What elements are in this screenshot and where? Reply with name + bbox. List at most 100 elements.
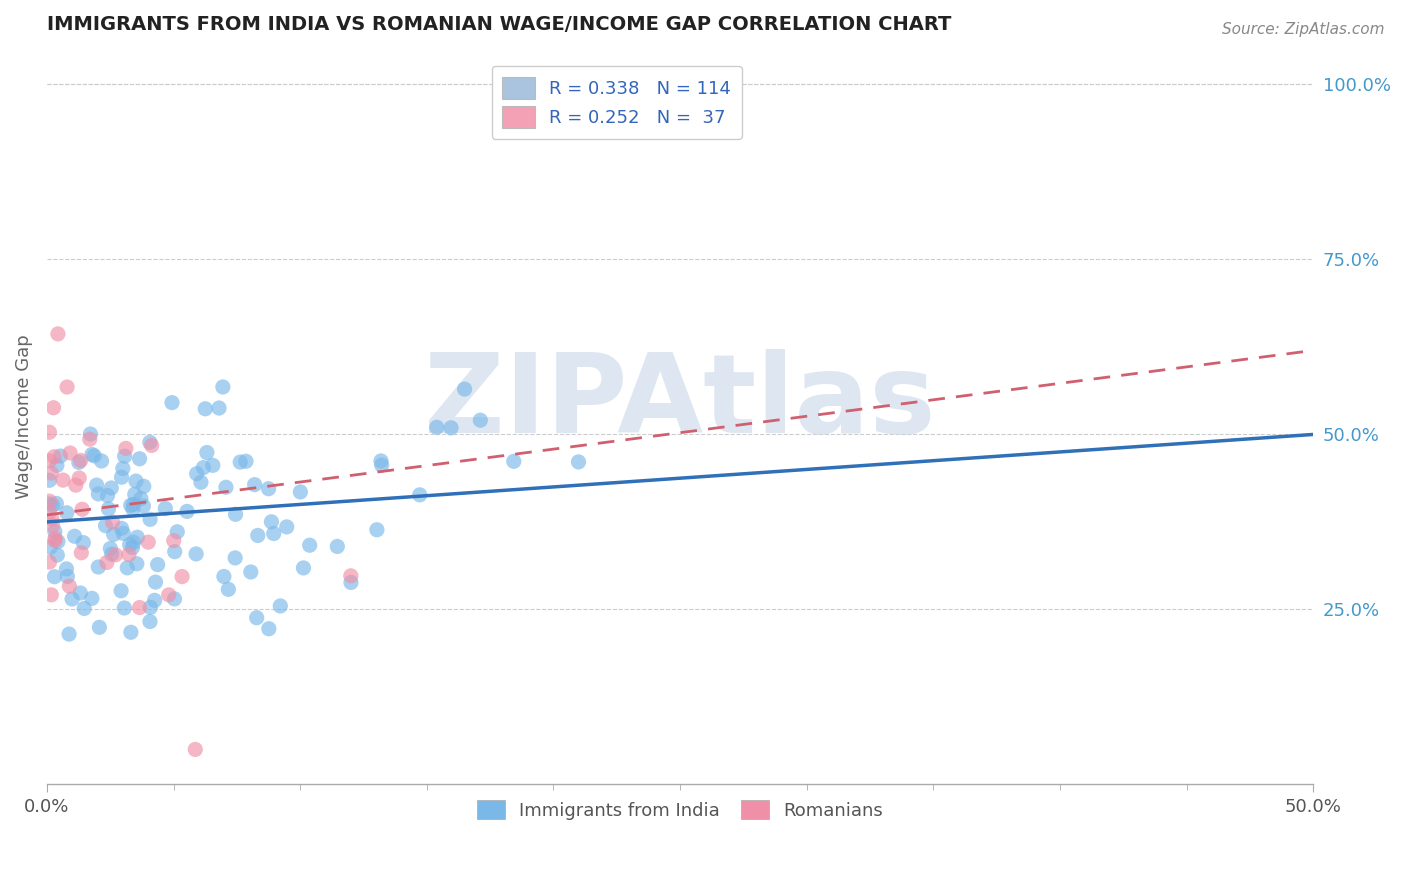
Point — [115, 442, 138, 456]
Point — [41, 518, 63, 533]
Point — [195, 445, 218, 459]
Point — [186, 467, 208, 481]
Point — [132, 499, 155, 513]
Point — [38, 497, 60, 511]
Point — [79, 432, 101, 446]
Point — [72, 535, 94, 549]
Point — [69, 453, 91, 467]
Point — [39, 588, 62, 602]
Point — [246, 528, 269, 542]
Point — [239, 565, 262, 579]
Point — [103, 527, 125, 541]
Point — [87, 560, 110, 574]
Point — [89, 620, 111, 634]
Point — [235, 454, 257, 468]
Text: IMMIGRANTS FROM INDIA VS ROMANIAN WAGE/INCOME GAP CORRELATION CHART: IMMIGRANTS FROM INDIA VS ROMANIAN WAGE/I… — [46, 15, 952, 34]
Point — [370, 458, 392, 472]
Point — [38, 454, 60, 468]
Point — [67, 455, 90, 469]
Point — [70, 546, 93, 560]
Point — [246, 611, 269, 625]
Point — [38, 425, 60, 440]
Point — [212, 569, 235, 583]
Point — [190, 475, 212, 490]
Point — [97, 502, 120, 516]
Point — [290, 485, 312, 500]
Point — [155, 501, 177, 516]
Point — [127, 530, 149, 544]
Point — [201, 458, 224, 473]
Point — [122, 502, 145, 516]
Point — [98, 541, 121, 556]
Point — [73, 601, 96, 615]
Point — [58, 579, 80, 593]
Point — [146, 558, 169, 572]
Point — [79, 427, 101, 442]
Point — [56, 380, 79, 394]
Y-axis label: Wage/Income Gap: Wage/Income Gap — [15, 334, 32, 500]
Point — [163, 544, 186, 558]
Point — [263, 526, 285, 541]
Point — [39, 466, 62, 480]
Point — [44, 450, 66, 464]
Point — [65, 478, 87, 492]
Point — [276, 520, 298, 534]
Point — [41, 498, 63, 512]
Point — [163, 591, 186, 606]
Point — [269, 599, 291, 613]
Point — [70, 502, 93, 516]
Point — [110, 470, 132, 484]
Point — [124, 487, 146, 501]
Text: ZIPAtlas: ZIPAtlas — [425, 349, 936, 456]
Point — [194, 401, 217, 416]
Point — [118, 538, 141, 552]
Point — [69, 586, 91, 600]
Point — [163, 533, 186, 548]
Point — [229, 455, 252, 469]
Point — [212, 380, 235, 394]
Point — [292, 561, 315, 575]
Point — [45, 496, 67, 510]
Point — [120, 625, 142, 640]
Point — [41, 512, 63, 526]
Point — [257, 482, 280, 496]
Point — [129, 491, 152, 506]
Point — [366, 523, 388, 537]
Point — [176, 504, 198, 518]
Legend: Immigrants from India, Romanians: Immigrants from India, Romanians — [470, 792, 890, 827]
Point — [208, 401, 231, 415]
Point — [128, 600, 150, 615]
Point — [44, 533, 66, 548]
Point — [38, 473, 60, 487]
Point — [139, 512, 162, 526]
Point — [96, 556, 118, 570]
Point — [45, 458, 67, 473]
Point — [426, 420, 449, 434]
Point — [440, 421, 463, 435]
Point — [120, 498, 142, 512]
Point — [111, 461, 134, 475]
Point — [340, 569, 363, 583]
Point — [96, 489, 118, 503]
Text: Source: ZipAtlas.com: Source: ZipAtlas.com — [1222, 22, 1385, 37]
Point — [224, 550, 246, 565]
Point — [139, 435, 162, 450]
Point — [139, 615, 162, 629]
Point — [42, 401, 65, 415]
Point — [193, 460, 215, 475]
Point — [38, 494, 60, 508]
Point — [90, 454, 112, 468]
Point — [170, 569, 193, 583]
Point — [63, 529, 86, 543]
Point — [160, 395, 183, 409]
Point — [215, 480, 238, 494]
Point — [112, 601, 135, 615]
Point — [184, 547, 207, 561]
Point — [409, 488, 432, 502]
Point — [470, 413, 492, 427]
Point — [166, 524, 188, 539]
Point — [217, 582, 239, 597]
Point — [86, 478, 108, 492]
Point — [132, 479, 155, 493]
Point — [112, 526, 135, 541]
